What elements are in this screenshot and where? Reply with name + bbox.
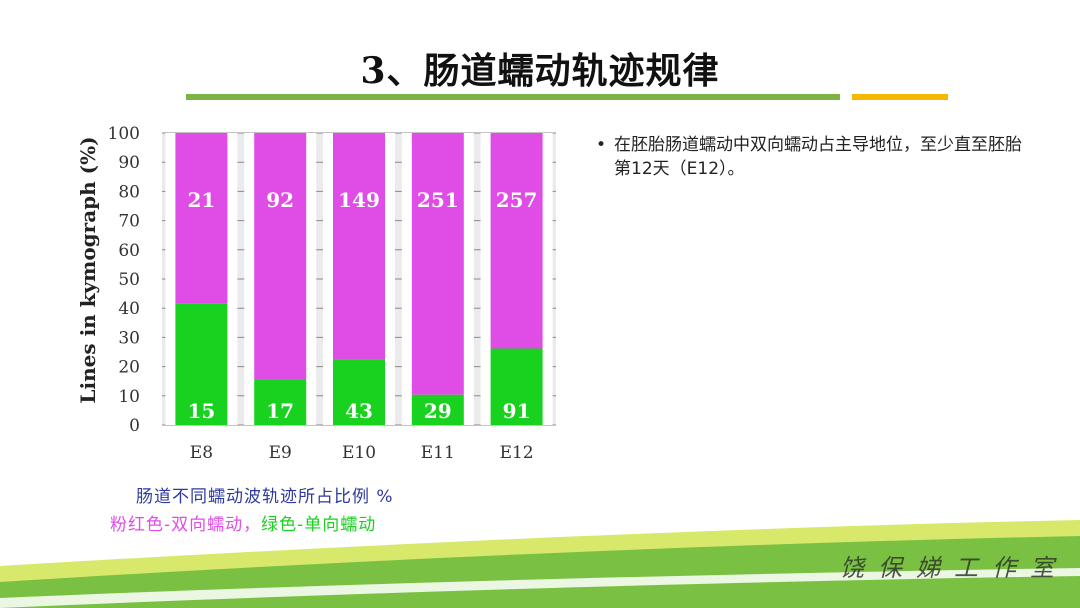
y-tick-label: 100 bbox=[108, 124, 140, 144]
bar-bidirectional bbox=[175, 133, 228, 304]
bar-unidirectional bbox=[411, 394, 464, 425]
y-tick-label: 20 bbox=[118, 358, 140, 378]
bar-bidirectional bbox=[411, 133, 464, 395]
data-label: 43 bbox=[345, 399, 373, 423]
y-tick-label: 30 bbox=[118, 328, 140, 348]
x-tick-label: E11 bbox=[421, 443, 455, 463]
bar-unidirectional bbox=[333, 359, 385, 425]
chart-legend-caption: 粉红色-双向蠕动，绿色-单向蠕动 bbox=[110, 510, 376, 535]
data-label: 257 bbox=[496, 188, 538, 212]
legend-bidirectional: 粉红色-双向蠕动， bbox=[110, 515, 262, 535]
slide-title: 3、肠道蠕动轨迹规律 bbox=[360, 50, 720, 92]
legend-unidirectional: 绿色-单向蠕动 bbox=[261, 515, 377, 535]
y-tick-label: 70 bbox=[118, 212, 140, 232]
stacked-bar-chart: 15 21 17 92 43 149 29 251 91 257 0 10 20 30 40 50 60 70 8… bbox=[76, 124, 556, 463]
bar-unidirectional bbox=[175, 303, 228, 425]
data-label: 251 bbox=[417, 188, 459, 212]
y-tick-label: 80 bbox=[118, 182, 140, 202]
y-tick-label: 90 bbox=[118, 153, 140, 173]
x-tick-label: E12 bbox=[500, 443, 534, 463]
footer-white-swoosh bbox=[0, 568, 1080, 608]
y-tick-label: 40 bbox=[118, 299, 140, 319]
x-tick-label: E8 bbox=[190, 443, 213, 463]
title-underline-orange bbox=[852, 94, 948, 100]
data-label: 21 bbox=[187, 188, 215, 212]
bullet-dot-icon: • bbox=[596, 135, 607, 155]
bar-unidirectional bbox=[490, 348, 543, 425]
data-label: 91 bbox=[503, 399, 531, 423]
y-tick-label: 10 bbox=[118, 387, 140, 407]
data-label: 149 bbox=[338, 188, 380, 212]
y-axis-label: Lines in kymograph (%) bbox=[76, 136, 100, 403]
bar-bidirectional bbox=[333, 133, 385, 360]
data-label: 17 bbox=[266, 399, 294, 423]
signature-text: 饶保娣工作室 bbox=[840, 554, 1068, 582]
bar-bidirectional bbox=[490, 133, 543, 349]
title-underline-green bbox=[186, 94, 840, 100]
x-tick-label: E10 bbox=[342, 443, 376, 463]
footer-green-band bbox=[0, 536, 1080, 608]
bar-unidirectional bbox=[254, 379, 307, 425]
y-tick-label: 0 bbox=[129, 416, 140, 436]
data-label: 29 bbox=[424, 399, 452, 423]
data-label: 92 bbox=[266, 188, 294, 212]
chart-caption: 肠道不同蠕动波轨迹所占比例 % bbox=[136, 487, 394, 507]
y-tick-label: 60 bbox=[118, 241, 140, 261]
bullet-text: 在胚胎肠道蠕动中双向蠕动占主导地位，至少直至胚胎第12天（E12）。 bbox=[614, 135, 1022, 179]
data-label: 15 bbox=[187, 399, 215, 423]
bar-bidirectional bbox=[254, 133, 307, 380]
x-tick-label: E9 bbox=[269, 443, 292, 463]
y-tick-label: 50 bbox=[118, 270, 140, 290]
